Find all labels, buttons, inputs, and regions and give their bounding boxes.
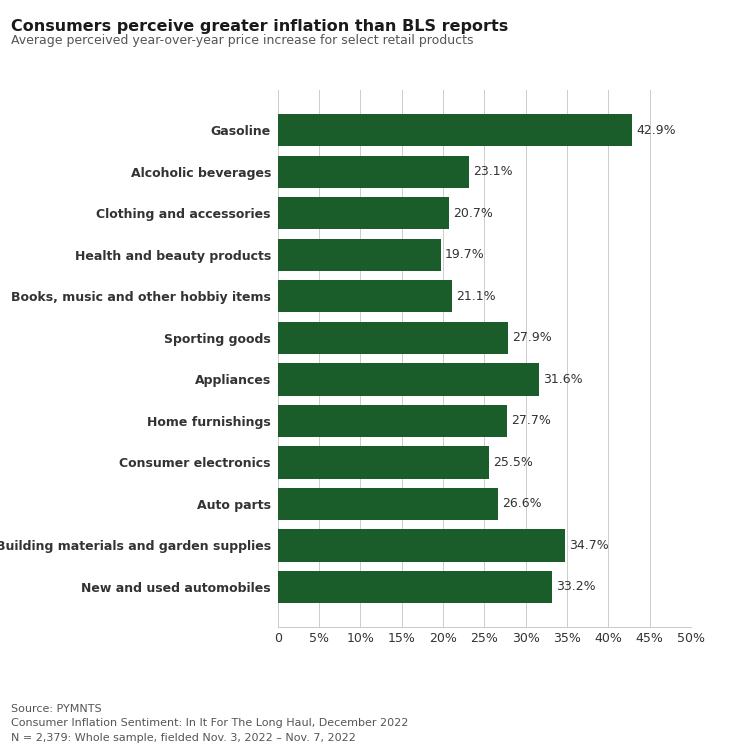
Text: 23.1%: 23.1%: [473, 165, 512, 179]
Text: 19.7%: 19.7%: [445, 248, 484, 261]
Text: 26.6%: 26.6%: [502, 498, 541, 510]
Bar: [278, 529, 565, 562]
Bar: [278, 446, 489, 479]
Text: Average perceived year-over-year price increase for select retail products: Average perceived year-over-year price i…: [11, 34, 474, 46]
Text: 25.5%: 25.5%: [493, 456, 532, 469]
Text: 20.7%: 20.7%: [453, 207, 493, 220]
Text: 42.9%: 42.9%: [636, 124, 676, 137]
Bar: [278, 363, 539, 395]
Text: 34.7%: 34.7%: [569, 539, 608, 552]
Bar: [278, 197, 449, 229]
Text: Consumers perceive greater inflation than BLS reports: Consumers perceive greater inflation tha…: [11, 19, 508, 34]
Bar: [278, 155, 469, 188]
Text: 21.1%: 21.1%: [457, 290, 496, 303]
Bar: [278, 280, 452, 312]
Bar: [278, 488, 498, 520]
Bar: [278, 322, 508, 354]
Bar: [278, 114, 632, 146]
Bar: [278, 238, 441, 271]
Text: 27.9%: 27.9%: [512, 332, 552, 344]
Text: 27.7%: 27.7%: [511, 415, 550, 427]
Text: Source: PYMNTS
Consumer Inflation Sentiment: In It For The Long Haul, December 2: Source: PYMNTS Consumer Inflation Sentim…: [11, 704, 409, 743]
Text: 31.6%: 31.6%: [543, 373, 583, 385]
Text: 33.2%: 33.2%: [556, 580, 596, 593]
Bar: [278, 571, 552, 603]
Bar: [278, 405, 507, 437]
